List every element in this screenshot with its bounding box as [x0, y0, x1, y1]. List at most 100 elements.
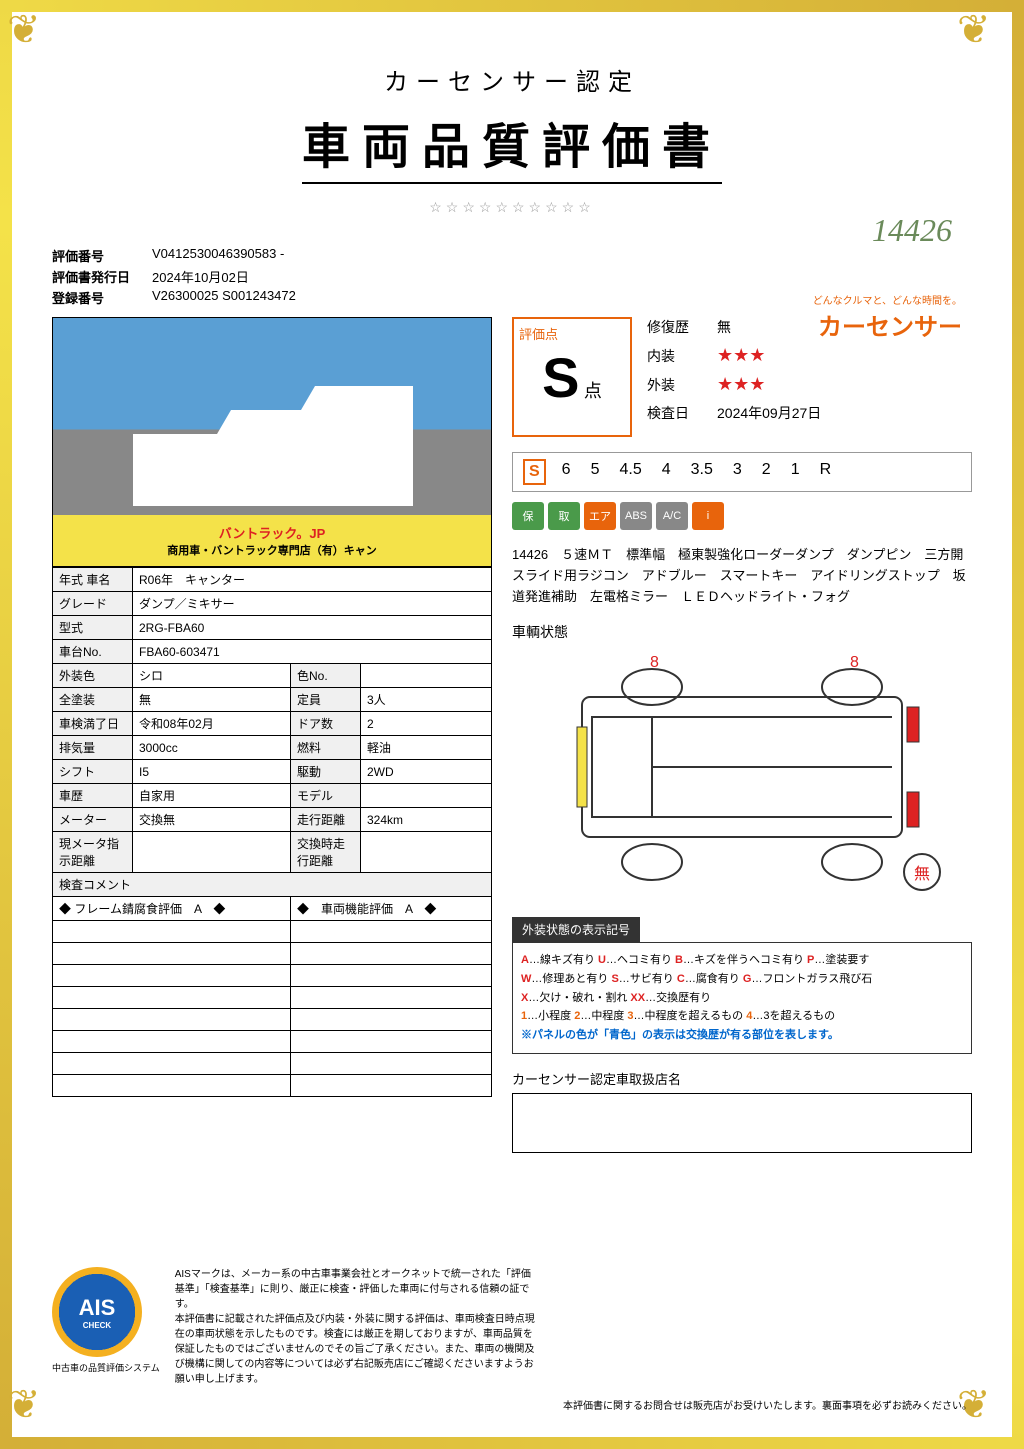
blank-cell: [53, 1053, 291, 1075]
spec-label: グレード: [53, 592, 133, 616]
spec-label: 車検満了日: [53, 712, 133, 736]
grade-item: 5: [587, 459, 604, 485]
legend-text: W: [521, 973, 531, 985]
diagram-marker: 8: [650, 654, 659, 671]
reg-number-value: V26300025 S001243472: [152, 288, 296, 307]
spec-label: シフト: [53, 760, 133, 784]
document-subtitle: カーセンサー認定: [52, 62, 972, 97]
star-icon: ★: [749, 374, 765, 394]
frame-eval: ◆ フレーム錆腐食評価 A ◆: [53, 897, 291, 921]
exterior-label: 外装: [647, 375, 717, 395]
corner-ornament-icon: ❦: [957, 1382, 1017, 1442]
score-unit: 点: [584, 381, 602, 401]
feature-badge: 取: [548, 502, 580, 530]
blank-cell: [291, 1075, 492, 1097]
banner-line1: バントラック。JP: [61, 523, 483, 542]
legend-text: B: [675, 954, 683, 966]
legend-text: …キズを伴うヘコミ有り: [683, 954, 807, 966]
spec-value: 3人: [361, 688, 492, 712]
feature-badge: i: [692, 502, 724, 530]
star-icon: ★: [733, 374, 749, 394]
blank-cell: [53, 965, 291, 987]
legend-text: C: [677, 973, 685, 985]
photo-banner: バントラック。JP 商用車・バントラック専門店（有）キャン: [53, 515, 491, 566]
spec-value: 324km: [361, 808, 492, 832]
legend-text: …サビ有り: [619, 973, 677, 985]
spec-value: 令和08年02月: [133, 712, 291, 736]
spec-label: モデル: [291, 784, 361, 808]
grade-item: 4.5: [615, 459, 645, 485]
spec-value: 2WD: [361, 760, 492, 784]
feature-badge: A/C: [656, 502, 688, 530]
right-column: 評価点 S 点 修復歴 無 内装 ★★★ 外装 ★★★: [512, 317, 972, 1153]
dealer-title: カーセンサー認定車取扱店名: [512, 1069, 972, 1088]
grade-scale: S654.543.5321R: [512, 452, 972, 492]
spec-label: ドア数: [291, 712, 361, 736]
score-label: 評価点: [519, 324, 625, 343]
grade-item: 3.5: [687, 459, 717, 485]
blank-cell: [291, 1031, 492, 1053]
legend-box: 外装状態の表示記号 A…線キズ有り U…ヘコミ有り B…キズを伴うヘコミ有り P…: [512, 917, 972, 1053]
dealer-box: カーセンサー認定車取扱店名: [512, 1069, 972, 1153]
spec-label: 定員: [291, 688, 361, 712]
issue-date-label: 評価書発行日: [52, 267, 152, 286]
truck-illustration: [133, 386, 413, 506]
corner-ornament-icon: ❦: [7, 1382, 67, 1442]
diagram-marker: 無: [914, 865, 930, 883]
corner-ornament-icon: ❦: [957, 7, 1017, 67]
blank-cell: [53, 987, 291, 1009]
corner-ornament-icon: ❦: [7, 7, 67, 67]
legend-text: U: [598, 954, 606, 966]
brand-tagline: どんなクルマと、どんな時間を。: [813, 292, 962, 307]
spec-value: 3000cc: [133, 736, 291, 760]
main-columns: バントラック。JP 商用車・バントラック専門店（有）キャン 年式 車名R06年 …: [52, 317, 972, 1153]
grade-item: S: [523, 459, 546, 485]
blank-cell: [291, 943, 492, 965]
blank-cell: [291, 965, 492, 987]
spec-label: 走行距離: [291, 808, 361, 832]
spec-label: 色No.: [291, 664, 361, 688]
spec-value: [361, 664, 492, 688]
spec-label: メーター: [53, 808, 133, 832]
score-box: 評価点 S 点: [512, 317, 632, 437]
grade-item: 6: [558, 459, 575, 485]
legend-text: S: [611, 973, 618, 985]
legend-text: …ヘコミ有り: [606, 954, 675, 966]
star-icon: ★: [733, 345, 749, 365]
repair-label: 修復歴: [647, 317, 717, 337]
legend-title: 外装状態の表示記号: [512, 917, 640, 942]
grade-item: 2: [758, 459, 775, 485]
spec-label: 車歴: [53, 784, 133, 808]
handwritten-number: 14426: [872, 212, 952, 249]
footer-disclaimer: AISマークは、メーカー系の中古車事業会社とオークネットで統一された「評価基準」…: [175, 1267, 535, 1387]
feature-badge: ABS: [620, 502, 652, 530]
dealer-field: [512, 1093, 972, 1153]
grade-item: 1: [787, 459, 804, 485]
interior-stars: ★★★: [717, 345, 765, 366]
ais-caption: 中古車の品質評価システム: [52, 1361, 160, 1374]
legend-text: XX: [630, 992, 645, 1004]
grade-item: 3: [729, 459, 746, 485]
spec-label: 外装色: [53, 664, 133, 688]
comment-label: 検査コメント: [53, 873, 492, 897]
spec-value: 2RG-FBA60: [133, 616, 492, 640]
spec-value: 無: [133, 688, 291, 712]
inspect-date: 2024年09月27日: [717, 403, 821, 423]
reg-number-label: 登録番号: [52, 288, 152, 307]
spec-value: 軽油: [361, 736, 492, 760]
legend-text: …中程度を超えるもの: [634, 1010, 747, 1022]
spec-value: シロ: [133, 664, 291, 688]
spec-label: 交換時走行距離: [291, 832, 361, 873]
vehicle-description: 14426 ５速ＭＴ 標準幅 極東製強化ローダーダンプ ダンプピン 三方開 スラ…: [512, 545, 972, 607]
blank-cell: [53, 921, 291, 943]
spec-label: 燃料: [291, 736, 361, 760]
legend-text: A: [521, 954, 529, 966]
spec-value: ダンプ／ミキサー: [133, 592, 492, 616]
spec-label: 現メータ指示距離: [53, 832, 133, 873]
spec-value: 自家用: [133, 784, 291, 808]
star-icon: ★: [717, 345, 733, 365]
issue-date-value: 2024年10月02日: [152, 267, 249, 286]
ais-sub-text: CHECK: [83, 1321, 111, 1330]
exterior-stars: ★★★: [717, 374, 765, 395]
legend-text: …塗装要す: [814, 954, 869, 966]
